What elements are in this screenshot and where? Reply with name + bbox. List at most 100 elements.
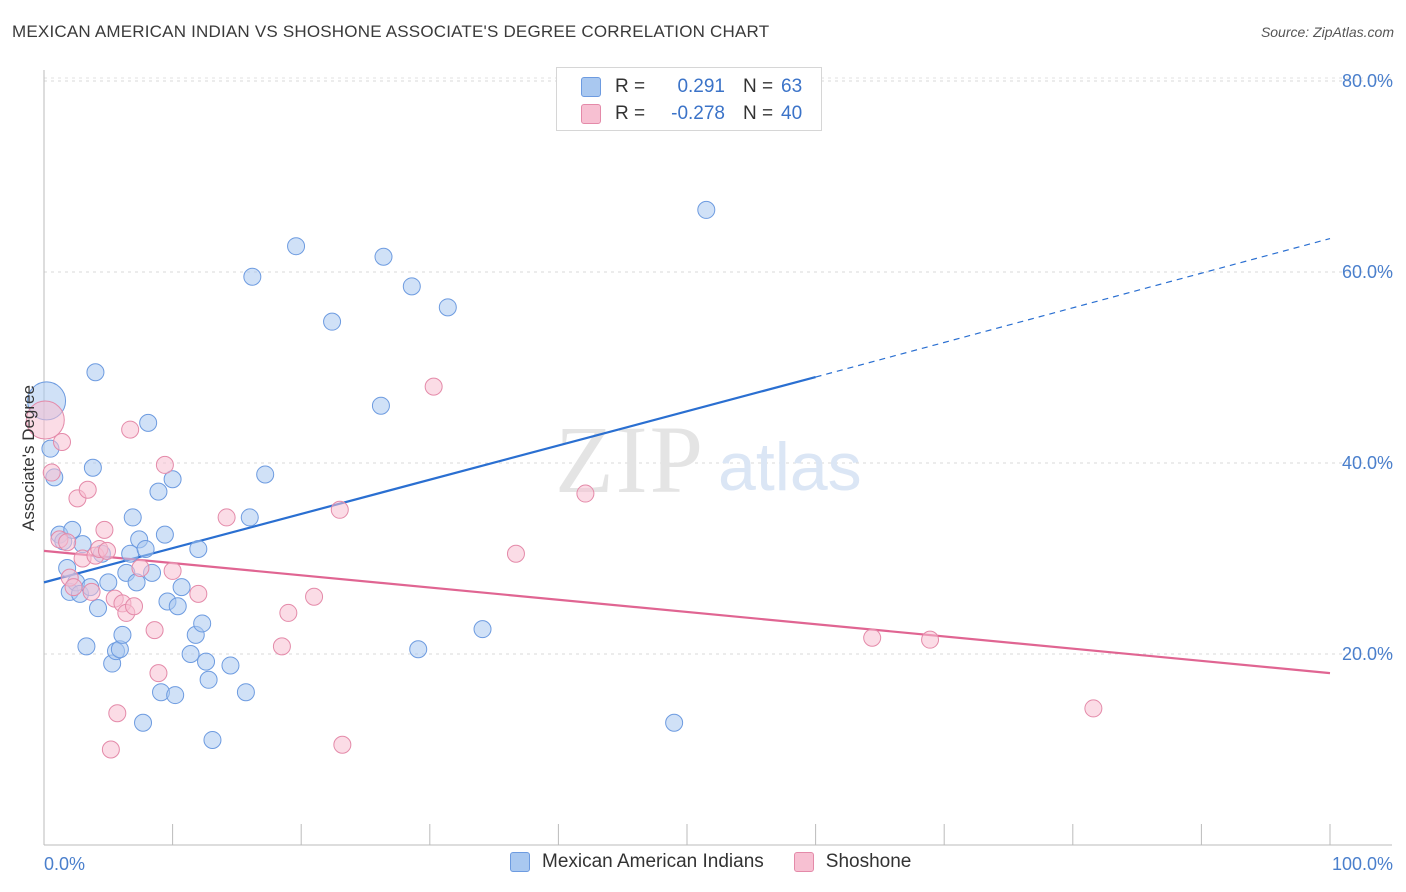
- point-shoshone: [1084, 699, 1103, 718]
- legend-r-value: 0.291: [677, 76, 725, 97]
- legend-row-mexican-american-indians: R = 0.291 N = 63: [581, 74, 802, 100]
- point-shoshone: [25, 400, 65, 440]
- legend-row-shoshone: R = -0.278 N = 40: [581, 101, 802, 127]
- legend-swatch-pink: [793, 852, 814, 872]
- point-mexican-american-indians: [371, 396, 390, 415]
- trend-line-extension: [815, 237, 1331, 378]
- point-shoshone: [98, 541, 117, 560]
- point-mexican-american-indians: [323, 312, 342, 331]
- point-mexican-american-indians: [473, 620, 492, 639]
- point-mexican-american-indians: [83, 458, 102, 477]
- point-mexican-american-indians: [168, 597, 187, 616]
- point-mexican-american-indians: [77, 637, 96, 656]
- legend-swatch-pink: [581, 104, 601, 124]
- point-mexican-american-indians: [166, 686, 185, 705]
- point-shoshone: [921, 630, 940, 649]
- point-shoshone: [333, 735, 352, 754]
- point-shoshone: [506, 544, 525, 563]
- point-shoshone: [108, 704, 127, 723]
- point-mexican-american-indians: [438, 298, 457, 317]
- point-mexican-american-indians: [134, 713, 153, 732]
- point-shoshone: [101, 740, 120, 759]
- trend-line-shoshone: [43, 549, 1331, 675]
- legend-item-shoshone[interactable]: Shoshone: [793, 851, 912, 873]
- point-shoshone: [42, 463, 61, 482]
- point-shoshone: [121, 420, 140, 439]
- legend-r-label: R =: [615, 103, 646, 124]
- point-shoshone: [163, 561, 182, 580]
- legend-item-mexican-american-indians[interactable]: Mexican American Indians: [510, 851, 764, 873]
- legend-label: Shoshone: [825, 851, 912, 872]
- source-label: Source: ZipAtlas.com: [1260, 24, 1394, 40]
- chart-title: MEXICAN AMERICAN INDIAN VS SHOSHONE ASSO…: [12, 22, 770, 41]
- point-mexican-american-indians: [199, 670, 218, 689]
- y-tick-label: 60.0%: [1342, 262, 1393, 282]
- point-shoshone: [125, 597, 144, 616]
- data-points: [25, 200, 1103, 759]
- point-shoshone: [279, 603, 298, 622]
- y-axis-label: Associate's Degree: [19, 385, 38, 531]
- legend-n-label: N =: [743, 103, 774, 124]
- stats-legend: R = 0.291 N = 63 R = -0.278 N = 40: [556, 67, 822, 131]
- axes: [43, 70, 1392, 846]
- point-mexican-american-indians: [402, 277, 421, 296]
- point-mexican-american-indians: [86, 363, 105, 382]
- point-shoshone: [424, 377, 443, 396]
- point-mexican-american-indians: [256, 465, 275, 484]
- point-mexican-american-indians: [136, 539, 155, 558]
- y-tick-label: 20.0%: [1342, 644, 1393, 664]
- point-mexican-american-indians: [236, 683, 255, 702]
- legend-swatch-blue: [581, 77, 601, 97]
- point-mexican-american-indians: [221, 656, 240, 675]
- point-mexican-american-indians: [243, 267, 262, 286]
- point-mexican-american-indians: [123, 508, 142, 527]
- point-shoshone: [131, 559, 150, 578]
- legend-n-value: 63: [781, 76, 803, 97]
- trend-line-mexican-american-indians: [43, 375, 816, 584]
- point-shoshone: [330, 500, 349, 519]
- point-mexican-american-indians: [99, 573, 118, 592]
- x-tick-labels: 0.0% 100.0%: [44, 854, 1393, 874]
- watermark-atlas: atlas: [718, 429, 862, 505]
- trend-lines: [43, 237, 1331, 675]
- point-mexican-american-indians: [189, 539, 208, 558]
- point-shoshone: [576, 484, 595, 503]
- legend-swatch-blue: [510, 852, 530, 872]
- point-shoshone: [145, 621, 164, 640]
- point-mexican-american-indians: [113, 625, 132, 644]
- point-mexican-american-indians: [197, 652, 216, 671]
- point-mexican-american-indians: [149, 482, 168, 501]
- point-mexican-american-indians: [665, 713, 684, 732]
- point-shoshone: [64, 578, 83, 597]
- point-mexican-american-indians: [203, 730, 222, 749]
- point-mexican-american-indians: [697, 200, 716, 219]
- point-shoshone: [189, 584, 208, 603]
- legend-n-value: 40: [781, 103, 803, 124]
- point-mexican-american-indians: [287, 237, 306, 256]
- point-shoshone: [58, 533, 77, 552]
- point-shoshone: [305, 587, 324, 606]
- legend-label: Mexican American Indians: [542, 851, 764, 872]
- point-mexican-american-indians: [155, 525, 174, 544]
- point-shoshone: [78, 480, 97, 499]
- point-shoshone: [95, 520, 114, 539]
- y-tick-label: 80.0%: [1342, 71, 1393, 91]
- point-shoshone: [149, 664, 168, 683]
- point-shoshone: [863, 628, 882, 647]
- gridlines: [44, 77, 1392, 655]
- x-tick-label: 100.0%: [1332, 854, 1393, 874]
- legend-n-label: N =: [743, 76, 774, 97]
- point-shoshone: [82, 582, 101, 601]
- point-mexican-american-indians: [181, 645, 200, 663]
- point-shoshone: [155, 455, 174, 474]
- point-mexican-american-indians: [193, 614, 212, 633]
- point-shoshone: [272, 637, 291, 656]
- point-mexican-american-indians: [89, 599, 108, 618]
- point-mexican-american-indians: [374, 247, 393, 266]
- point-mexican-american-indians: [172, 578, 191, 597]
- legend-r-value: -0.278: [671, 103, 725, 124]
- point-mexican-american-indians: [139, 413, 158, 432]
- y-tick-labels: 20.0% 40.0% 60.0% 80.0%: [1342, 71, 1393, 664]
- point-mexican-american-indians: [240, 508, 259, 527]
